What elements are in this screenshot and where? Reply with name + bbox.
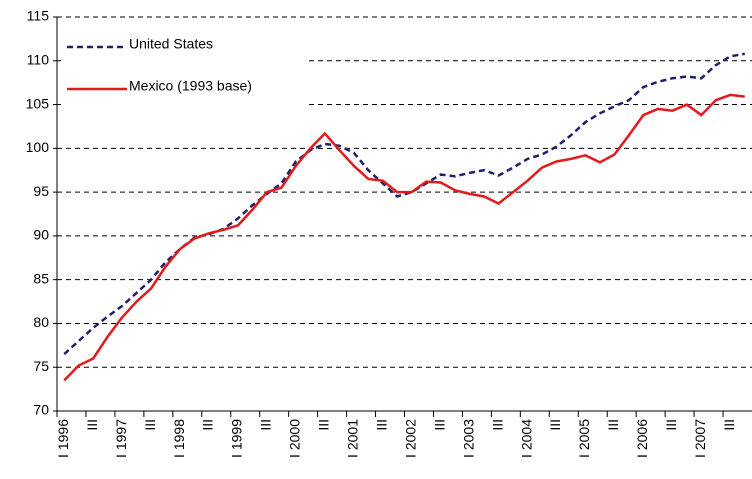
x-tick-label: I 2001	[345, 419, 361, 458]
x-tick-label: I 1998	[171, 419, 187, 458]
y-tick-label: 100	[26, 139, 50, 155]
y-tick-label: 110	[27, 51, 50, 67]
series-line	[63, 93, 745, 382]
y-tick-label: 85	[33, 270, 49, 286]
x-tick-label: III	[663, 419, 679, 431]
x-tick-label: III	[721, 419, 737, 431]
x-tick-label: I 2006	[634, 419, 650, 458]
x-tick-label: I 2003	[460, 419, 476, 458]
x-tick-label: I 2005	[576, 419, 592, 458]
x-tick-label: III	[200, 419, 216, 431]
x-tick-label: III	[489, 419, 505, 431]
x-tick-label: I 1999	[229, 419, 245, 458]
x-tick-label: I 2002	[402, 419, 418, 458]
x-tick-label: III	[84, 419, 100, 431]
x-tick-label: I 2007	[692, 419, 708, 458]
y-tick-label: 115	[27, 8, 50, 24]
y-tick-label: 80	[33, 314, 49, 330]
y-tick-label: 105	[26, 95, 50, 111]
x-tick-label: I 1997	[113, 419, 129, 458]
x-tick-label: III	[431, 419, 447, 431]
x-tick-label: III	[142, 419, 158, 431]
x-tick-label: III	[547, 419, 563, 431]
y-tick-label: 95	[33, 183, 49, 199]
x-tick-label: I 2000	[287, 419, 303, 458]
y-tick-label: 75	[33, 358, 49, 374]
x-tick-label: I 2004	[518, 419, 534, 458]
y-tick-label: 90	[33, 227, 49, 243]
legend-label: Mexico (1993 base)	[129, 78, 252, 94]
legend-label: United States	[129, 36, 213, 52]
y-tick-label: 70	[33, 402, 49, 418]
x-tick-label: III	[258, 419, 274, 431]
x-tick-label: I 1996	[55, 419, 71, 458]
x-tick-label: III	[316, 419, 332, 431]
x-tick-label: III	[605, 419, 621, 431]
x-tick-label: III	[373, 419, 389, 431]
legend-bg	[61, 29, 309, 107]
